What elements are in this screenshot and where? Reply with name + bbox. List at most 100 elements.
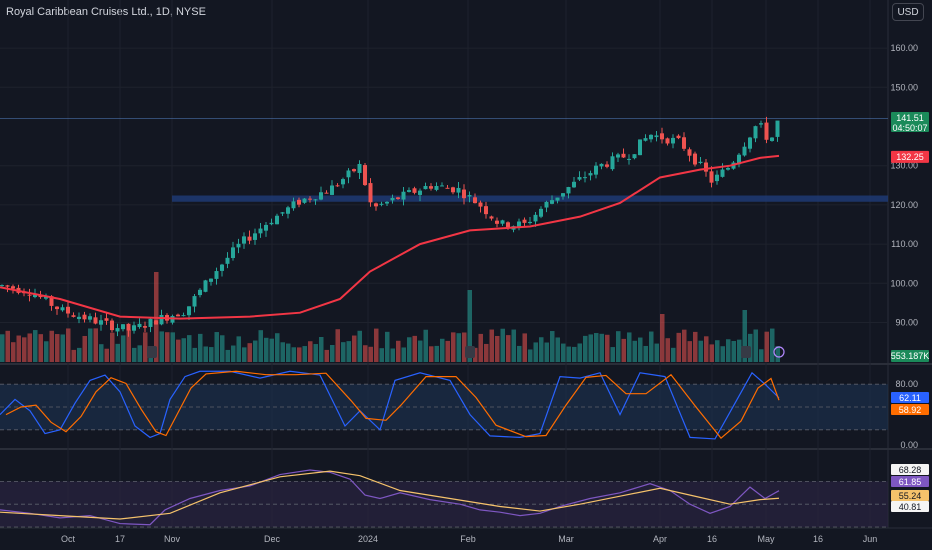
earnings-marker-icon xyxy=(741,346,751,358)
candle-body xyxy=(638,139,642,156)
candle-body xyxy=(132,325,136,331)
volume-bar xyxy=(610,347,615,362)
volume-bar xyxy=(775,346,780,362)
candle-body xyxy=(99,320,103,325)
candle-body xyxy=(335,185,340,187)
volume-bar xyxy=(632,340,637,362)
symbol-title: Royal Caribbean Cruises Ltd., 1D, NYSE xyxy=(6,6,206,18)
candle-body xyxy=(11,286,15,289)
volume-bar xyxy=(165,332,170,362)
candle-body xyxy=(297,199,301,205)
currency-button[interactable]: USD xyxy=(892,3,924,21)
volume-bar xyxy=(544,342,549,362)
volume-bar xyxy=(159,331,164,362)
candle-body xyxy=(88,316,92,320)
candle-body xyxy=(412,188,417,193)
candle-body xyxy=(159,314,164,325)
x-tick-label: Oct xyxy=(61,534,76,544)
price-tick-label: 130.00 xyxy=(890,161,918,171)
axes: Oct 17 Nov Dec 2024 Feb Mar Apr 16 May 16 Jun 160.00… xyxy=(61,43,918,544)
volume-bar xyxy=(16,335,21,362)
candle-body xyxy=(286,207,290,214)
candle-body xyxy=(302,198,307,203)
volume-bar xyxy=(522,333,527,362)
volume-bar xyxy=(286,343,291,362)
volume-bar xyxy=(715,340,720,362)
candle-body xyxy=(308,198,312,200)
volume-bar xyxy=(495,335,500,362)
candle-body xyxy=(621,153,626,158)
volume-bar xyxy=(313,344,318,362)
rsi-ma-badge-text: 55.24 xyxy=(899,491,922,501)
volume-bar xyxy=(198,333,203,362)
candle-body xyxy=(555,197,560,201)
stoch-k-badge-bg xyxy=(891,392,929,403)
x-tick-label: Mar xyxy=(558,534,574,544)
volume-bar xyxy=(38,334,43,362)
price-tick-label: 110.00 xyxy=(891,239,918,249)
volume-bar xyxy=(671,347,676,362)
candle-body xyxy=(192,296,197,307)
candle-body xyxy=(649,134,653,140)
candle-body xyxy=(434,186,439,190)
candle-body xyxy=(506,222,510,228)
ma-badge: 132.25 xyxy=(891,150,929,163)
volume-bar xyxy=(264,337,269,362)
stoch-d-line xyxy=(5,370,780,440)
volume-bar xyxy=(764,331,769,362)
candle-body xyxy=(115,328,120,332)
candle-body xyxy=(203,280,208,292)
candle-body xyxy=(55,306,59,310)
volume-bar xyxy=(572,346,577,362)
price-tick-label: 160.00 xyxy=(890,43,918,53)
volume-bar xyxy=(462,332,467,362)
candle-body xyxy=(720,169,725,177)
x-tick-label: Apr xyxy=(653,534,667,544)
candle-body xyxy=(775,120,780,137)
candle-body xyxy=(764,122,769,140)
volume-bar xyxy=(49,330,54,362)
moving-average xyxy=(0,154,780,320)
x-tick-label: Feb xyxy=(460,534,476,544)
candle-body xyxy=(66,306,70,314)
x-tick-label: 16 xyxy=(813,534,823,544)
volume-bar xyxy=(291,347,296,362)
volume-bar xyxy=(731,340,736,362)
volume-bar xyxy=(627,332,632,362)
volume-bar xyxy=(440,338,445,362)
rsi-band-bottom-badge: 40.81 xyxy=(891,501,929,512)
candle-body xyxy=(379,203,384,205)
volume-bar xyxy=(753,329,758,362)
candle-body xyxy=(462,189,466,199)
candle-body xyxy=(60,307,65,311)
candle-body xyxy=(715,174,719,182)
volume-bar xyxy=(126,329,131,362)
candle-body xyxy=(324,192,329,194)
candle-body xyxy=(753,126,758,139)
volume-bar xyxy=(665,338,670,362)
volume-bar xyxy=(60,334,65,362)
volume-bar xyxy=(396,340,401,362)
volume-bar xyxy=(638,337,643,362)
volume-bar xyxy=(649,331,654,362)
candle-body xyxy=(671,137,675,144)
volume-bar xyxy=(269,338,274,362)
x-tick-label: Dec xyxy=(264,534,281,544)
x-tick-label: 16 xyxy=(707,534,717,544)
candle-body xyxy=(489,216,494,219)
volume-bar xyxy=(423,329,428,362)
candle-body xyxy=(258,228,263,234)
stoch-tick-label: 0.00 xyxy=(900,440,918,450)
volume-bar xyxy=(506,335,511,362)
candle-body xyxy=(451,187,455,193)
volume-bar xyxy=(187,335,192,362)
candle-body xyxy=(148,318,153,327)
candle-body xyxy=(253,233,257,240)
volume-bar xyxy=(71,349,76,362)
candle-body xyxy=(423,185,428,190)
candle-body xyxy=(759,123,763,125)
last-price-badge-text: 04:50:07 xyxy=(892,123,927,133)
stoch-k-badge: 62.11 xyxy=(891,392,929,403)
volume-bar xyxy=(192,347,197,362)
